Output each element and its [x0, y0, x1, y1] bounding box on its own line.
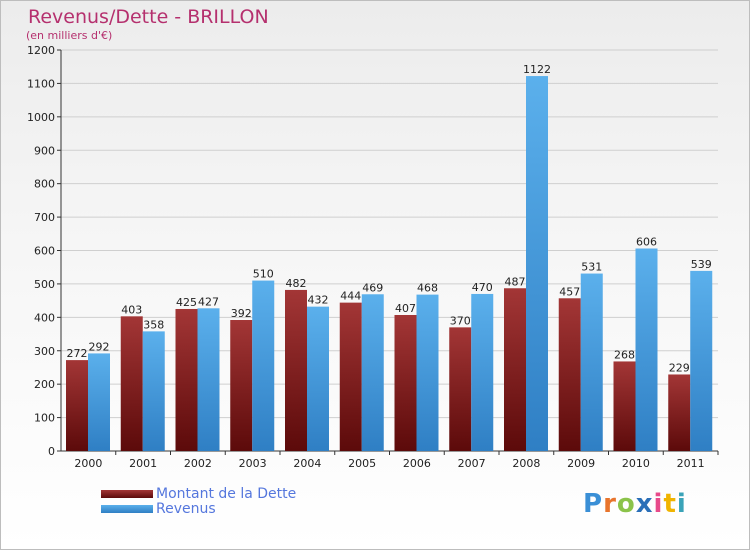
bar-revenus-2001 [142, 331, 165, 451]
value-label-dette-2001: 403 [121, 303, 142, 316]
bar-dette-2006 [394, 314, 417, 451]
chart-title: Revenus/Dette - BRILLON [28, 6, 269, 28]
x-tick-label: 2003 [239, 457, 267, 470]
x-tick-label: 2004 [293, 457, 321, 470]
bar-revenus-2007 [471, 293, 494, 451]
y-tick-label: 0 [48, 445, 55, 458]
value-label-revenus-2009: 531 [581, 261, 602, 274]
bar-layer [66, 76, 713, 451]
value-label-dette-2007: 370 [450, 314, 471, 327]
value-label-revenus-2008: 1122 [523, 63, 551, 76]
y-tick-label: 1100 [27, 77, 55, 90]
y-tick-label: 1000 [27, 111, 55, 124]
x-tick-label: 2006 [403, 457, 431, 470]
value-label-revenus-2007: 470 [472, 281, 493, 294]
value-label-dette-2010: 268 [614, 348, 635, 361]
value-label-revenus-2002: 427 [198, 295, 219, 308]
bar-revenus-2011 [690, 270, 713, 451]
y-tick-label: 400 [34, 311, 55, 324]
bar-dette-2008 [504, 288, 526, 451]
x-tick-label: 2001 [129, 457, 157, 470]
proxiti-logo: Proxiti [583, 489, 687, 519]
y-tick-label: 200 [34, 378, 55, 391]
value-label-dette-2008: 487 [505, 275, 526, 288]
value-label-revenus-2000: 292 [89, 340, 110, 353]
x-tick-label: 2009 [567, 457, 595, 470]
axis-layer: 0 100 200 300 400 500 600 700 800 900 1000 1100 1200… [27, 44, 719, 470]
value-label-dette-2009: 457 [559, 285, 580, 298]
value-label-dette-2005: 444 [340, 290, 361, 303]
bar-dette-2004 [285, 289, 307, 451]
value-label-revenus-2011: 539 [691, 258, 712, 271]
value-label-revenus-2005: 469 [362, 281, 383, 294]
bar-revenus-2008 [526, 76, 548, 451]
x-tick-label: 2000 [74, 457, 102, 470]
y-tick-label: 900 [34, 144, 55, 157]
y-tick-label: 500 [34, 278, 55, 291]
value-label-revenus-2010: 606 [636, 235, 657, 248]
bar-dette-2003 [230, 320, 253, 451]
value-label-revenus-2003: 510 [253, 268, 274, 281]
bar-revenus-2004 [307, 306, 329, 451]
value-label-revenus-2004: 432 [308, 294, 329, 307]
value-label-revenus-2006: 468 [417, 282, 438, 295]
x-tick-label: 2002 [184, 457, 212, 470]
bar-dette-2007 [449, 327, 472, 451]
bar-revenus-2002 [197, 308, 220, 451]
bar-dette-2000 [66, 360, 88, 451]
x-tick-label: 2011 [677, 457, 705, 470]
x-tick-label: 2007 [458, 457, 486, 470]
chart-subtitle: (en milliers d'€) [26, 29, 113, 42]
value-label-dette-2004: 482 [286, 277, 307, 290]
y-tick-label: 600 [34, 245, 55, 258]
value-label-revenus-2001: 358 [143, 318, 164, 331]
x-tick-label: 2005 [348, 457, 376, 470]
grid-layer [61, 49, 718, 452]
bar-revenus-2003 [252, 280, 275, 451]
bar-revenus-2000 [88, 353, 110, 451]
y-tick-label: 800 [34, 178, 55, 191]
value-label-dette-2003: 392 [231, 307, 252, 320]
bar-dette-2001 [120, 316, 143, 451]
legend-swatch-dette [101, 490, 153, 498]
y-tick-label: 1200 [27, 44, 55, 57]
bar-dette-2010 [613, 361, 636, 451]
bar-dette-2011 [668, 374, 691, 451]
bar-revenus-2005 [361, 294, 384, 451]
value-label-dette-2000: 272 [67, 347, 88, 360]
legend-swatch-revenus [101, 505, 153, 513]
value-label-dette-2006: 407 [395, 302, 416, 315]
y-tick-label: 700 [34, 211, 55, 224]
value-label-dette-2011: 229 [669, 361, 690, 374]
value-label-dette-2002: 425 [176, 296, 197, 309]
y-tick-label: 300 [34, 345, 55, 358]
y-tick-label: 100 [34, 412, 55, 425]
bar-dette-2005 [339, 302, 362, 451]
legend-label-dette: Montant de la Dette [156, 486, 297, 502]
bar-dette-2002 [175, 308, 198, 451]
bar-revenus-2009 [580, 273, 603, 451]
bar-dette-2009 [558, 298, 581, 451]
x-tick-label: 2010 [622, 457, 650, 470]
x-tick-label: 2008 [512, 457, 540, 470]
legend-label-revenus: Revenus [156, 501, 216, 517]
bar-revenus-2010 [635, 248, 658, 451]
bar-revenus-2006 [416, 294, 439, 451]
